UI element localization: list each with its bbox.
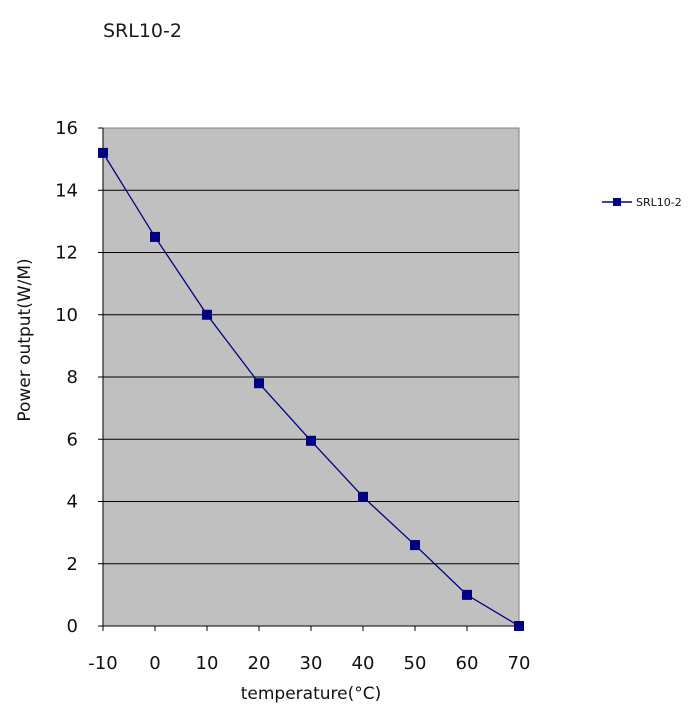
x-tick-label: 40	[352, 653, 375, 674]
data-point	[202, 309, 212, 320]
data-point	[462, 589, 472, 600]
y-tick-label: 16	[55, 118, 78, 139]
data-point	[410, 540, 420, 551]
grid-lines	[103, 189, 519, 565]
x-axis-ticks: -10 0 10 20 30 40 50 60 70	[88, 625, 531, 674]
data-point	[514, 621, 524, 631]
y-tick-label: 8	[67, 367, 78, 388]
y-tick-label: 12	[55, 243, 78, 264]
x-tick-label: 0	[149, 653, 160, 674]
x-tick-label: 20	[248, 653, 271, 674]
y-tick-label: 10	[55, 305, 78, 326]
chart-title: SRL10-2	[103, 20, 182, 42]
data-point	[358, 491, 368, 502]
x-tick-label: 10	[196, 653, 219, 674]
y-tick-label: 6	[67, 429, 78, 450]
x-tick-label: 70	[508, 653, 531, 674]
legend-series-label: SRL10-2	[636, 196, 682, 209]
x-tick-label: -10	[88, 653, 117, 674]
legend: SRL10-2	[602, 196, 682, 209]
series-layer	[98, 147, 524, 631]
data-point	[150, 231, 160, 242]
x-axis-label: temperature(°C)	[241, 684, 382, 704]
y-tick-label: 4	[67, 492, 78, 513]
x-tick-label: 60	[456, 653, 479, 674]
y-axis-label: Power output(W/M)	[15, 258, 35, 421]
y-tick-label: 14	[55, 180, 78, 201]
legend-marker	[613, 198, 621, 206]
x-tick-label: 30	[300, 653, 323, 674]
y-axis-ticks: 0 2 4 6 8 10 12 14 16	[55, 118, 104, 637]
x-tick-label: 50	[404, 653, 427, 674]
data-point	[254, 378, 264, 389]
y-tick-label: 2	[67, 554, 78, 575]
data-point	[306, 435, 316, 446]
y-tick-label: 0	[67, 616, 78, 637]
data-point	[98, 147, 108, 158]
